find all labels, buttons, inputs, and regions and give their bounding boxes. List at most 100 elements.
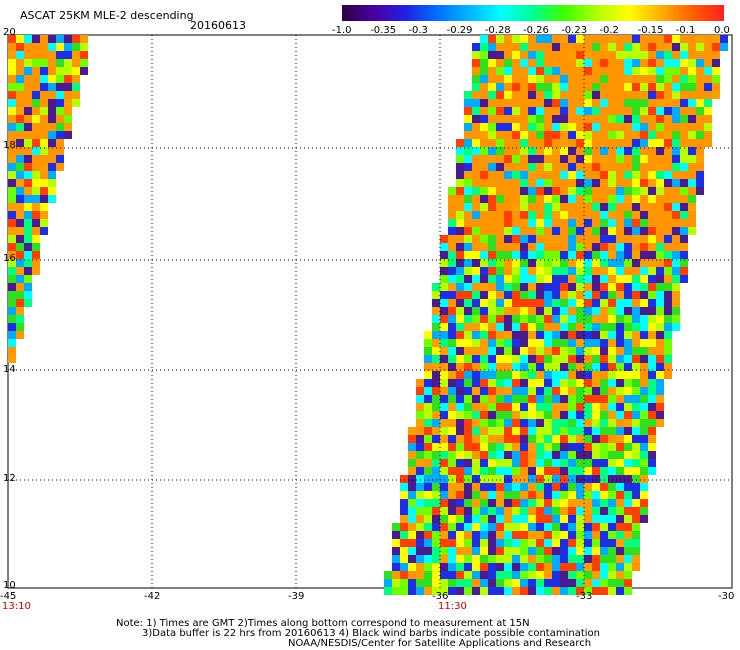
- right-swath-cell: [568, 579, 576, 587]
- right-swath-cell: [528, 51, 536, 59]
- right-swath-cell: [504, 155, 512, 163]
- right-swath-cell: [640, 395, 648, 403]
- right-swath-cell: [536, 587, 544, 595]
- left-swath-cell: [72, 51, 80, 59]
- right-swath-cell: [632, 363, 640, 371]
- right-swath-cell: [472, 67, 480, 75]
- right-swath-cell: [672, 131, 680, 139]
- left-swath-cell: [24, 139, 32, 147]
- right-swath-cell: [496, 299, 504, 307]
- right-swath-cell: [512, 419, 520, 427]
- right-swath-cell: [576, 531, 584, 539]
- right-swath-cell: [696, 99, 704, 107]
- right-swath-cell: [496, 227, 504, 235]
- right-swath-cell: [568, 155, 576, 163]
- left-swath-cell: [16, 259, 24, 267]
- right-swath-cell: [432, 491, 440, 499]
- right-swath-cell: [392, 563, 400, 571]
- right-swath-cell: [600, 515, 608, 523]
- right-swath-cell: [448, 547, 456, 555]
- left-swath-cell: [72, 35, 80, 43]
- left-swath-cell: [8, 91, 16, 99]
- right-swath-cell: [464, 555, 472, 563]
- right-swath-cell: [528, 483, 536, 491]
- right-swath-cell: [576, 443, 584, 451]
- right-swath-cell: [560, 499, 568, 507]
- right-swath-cell: [568, 99, 576, 107]
- right-swath-cell: [472, 555, 480, 563]
- right-swath-cell: [608, 451, 616, 459]
- right-swath-cell: [568, 371, 576, 379]
- right-swath-cell: [504, 83, 512, 91]
- right-swath-cell: [576, 123, 584, 131]
- right-swath-cell: [600, 355, 608, 363]
- right-swath-cell: [608, 283, 616, 291]
- right-swath-cell: [488, 555, 496, 563]
- right-swath-cell: [552, 355, 560, 363]
- right-swath-cell: [560, 299, 568, 307]
- left-swath-cell: [16, 235, 24, 243]
- right-swath-cell: [608, 43, 616, 51]
- right-swath-cell: [464, 395, 472, 403]
- right-swath-cell: [504, 219, 512, 227]
- right-swath-cell: [624, 275, 632, 283]
- right-swath-cell: [600, 51, 608, 59]
- right-swath-cell: [456, 371, 464, 379]
- right-swath-cell: [520, 235, 528, 243]
- right-swath-cell: [504, 387, 512, 395]
- right-swath-cell: [504, 75, 512, 83]
- right-swath-cell: [680, 35, 688, 43]
- right-swath-cell: [608, 379, 616, 387]
- right-swath-cell: [584, 379, 592, 387]
- right-swath-cell: [584, 395, 592, 403]
- right-swath-cell: [624, 227, 632, 235]
- right-swath-cell: [536, 427, 544, 435]
- right-swath-cell: [488, 67, 496, 75]
- right-swath-cell: [480, 131, 488, 139]
- right-swath-cell: [504, 99, 512, 107]
- right-swath-cell: [528, 259, 536, 267]
- right-swath-cell: [408, 483, 416, 491]
- right-swath-cell: [448, 555, 456, 563]
- right-swath-cell: [432, 291, 440, 299]
- right-swath-cell: [520, 483, 528, 491]
- right-swath-cell: [680, 171, 688, 179]
- right-swath-cell: [640, 347, 648, 355]
- right-swath-cell: [656, 91, 664, 99]
- right-swath-cell: [464, 315, 472, 323]
- colorbar-tick-label-2: -0.3: [408, 25, 428, 36]
- right-swath-cell: [432, 331, 440, 339]
- right-swath-cell: [640, 83, 648, 91]
- right-swath-cell: [608, 99, 616, 107]
- right-swath-cell: [528, 131, 536, 139]
- left-swath-cell: [8, 139, 16, 147]
- right-swath-cell: [616, 451, 624, 459]
- left-swath-cell: [32, 187, 40, 195]
- right-swath-cell: [456, 419, 464, 427]
- right-swath-cell: [544, 107, 552, 115]
- right-swath-cell: [504, 43, 512, 51]
- right-swath-cell: [536, 227, 544, 235]
- right-swath-cell: [576, 419, 584, 427]
- right-swath-cell: [512, 539, 520, 547]
- right-swath-cell: [584, 163, 592, 171]
- right-swath-cell: [576, 51, 584, 59]
- right-swath-cell: [616, 195, 624, 203]
- right-swath-cell: [616, 147, 624, 155]
- right-swath-cell: [520, 411, 528, 419]
- right-swath-cell: [424, 547, 432, 555]
- right-swath-cell: [480, 35, 488, 43]
- right-swath-cell: [656, 411, 664, 419]
- right-swath-cell: [512, 355, 520, 363]
- right-swath-cell: [600, 579, 608, 587]
- right-swath-cell: [576, 539, 584, 547]
- right-swath-cell: [656, 195, 664, 203]
- right-swath-cell: [520, 515, 528, 523]
- left-swath-cell: [48, 51, 56, 59]
- right-swath-cell: [560, 555, 568, 563]
- right-swath-cell: [600, 331, 608, 339]
- left-swath-cell: [56, 51, 64, 59]
- right-swath-cell: [472, 171, 480, 179]
- right-swath-cell: [664, 187, 672, 195]
- right-swath-cell: [424, 331, 432, 339]
